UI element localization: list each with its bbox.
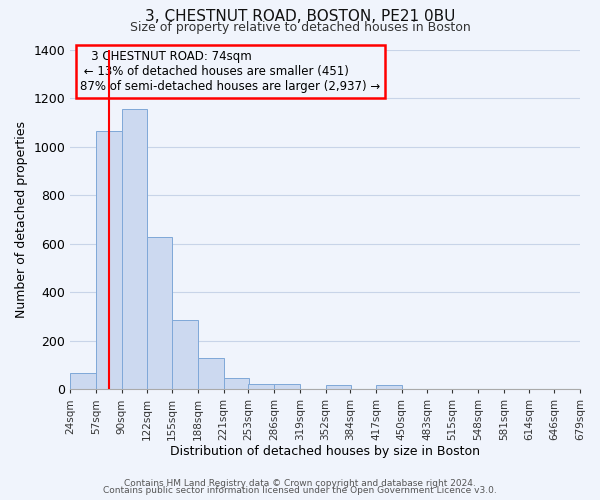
- Bar: [96, 131, 122, 389]
- Text: 3 CHESTNUT ROAD: 74sqm
 ← 13% of detached houses are smaller (451)
87% of semi-d: 3 CHESTNUT ROAD: 74sqm ← 13% of detached…: [80, 50, 381, 93]
- Bar: [172, 320, 198, 389]
- Bar: [248, 384, 274, 389]
- Bar: [274, 384, 300, 389]
- Y-axis label: Number of detached properties: Number of detached properties: [15, 121, 28, 318]
- Bar: [326, 385, 351, 389]
- Bar: [70, 374, 96, 389]
- Text: 3, CHESTNUT ROAD, BOSTON, PE21 0BU: 3, CHESTNUT ROAD, BOSTON, PE21 0BU: [145, 9, 455, 24]
- Text: Contains public sector information licensed under the Open Government Licence v3: Contains public sector information licen…: [103, 486, 497, 495]
- Bar: [224, 378, 249, 389]
- Bar: [122, 110, 148, 389]
- Bar: [146, 236, 172, 389]
- Bar: [376, 385, 402, 389]
- Text: Contains HM Land Registry data © Crown copyright and database right 2024.: Contains HM Land Registry data © Crown c…: [124, 478, 476, 488]
- Bar: [198, 358, 224, 389]
- Text: Size of property relative to detached houses in Boston: Size of property relative to detached ho…: [130, 21, 470, 34]
- X-axis label: Distribution of detached houses by size in Boston: Distribution of detached houses by size …: [170, 444, 480, 458]
